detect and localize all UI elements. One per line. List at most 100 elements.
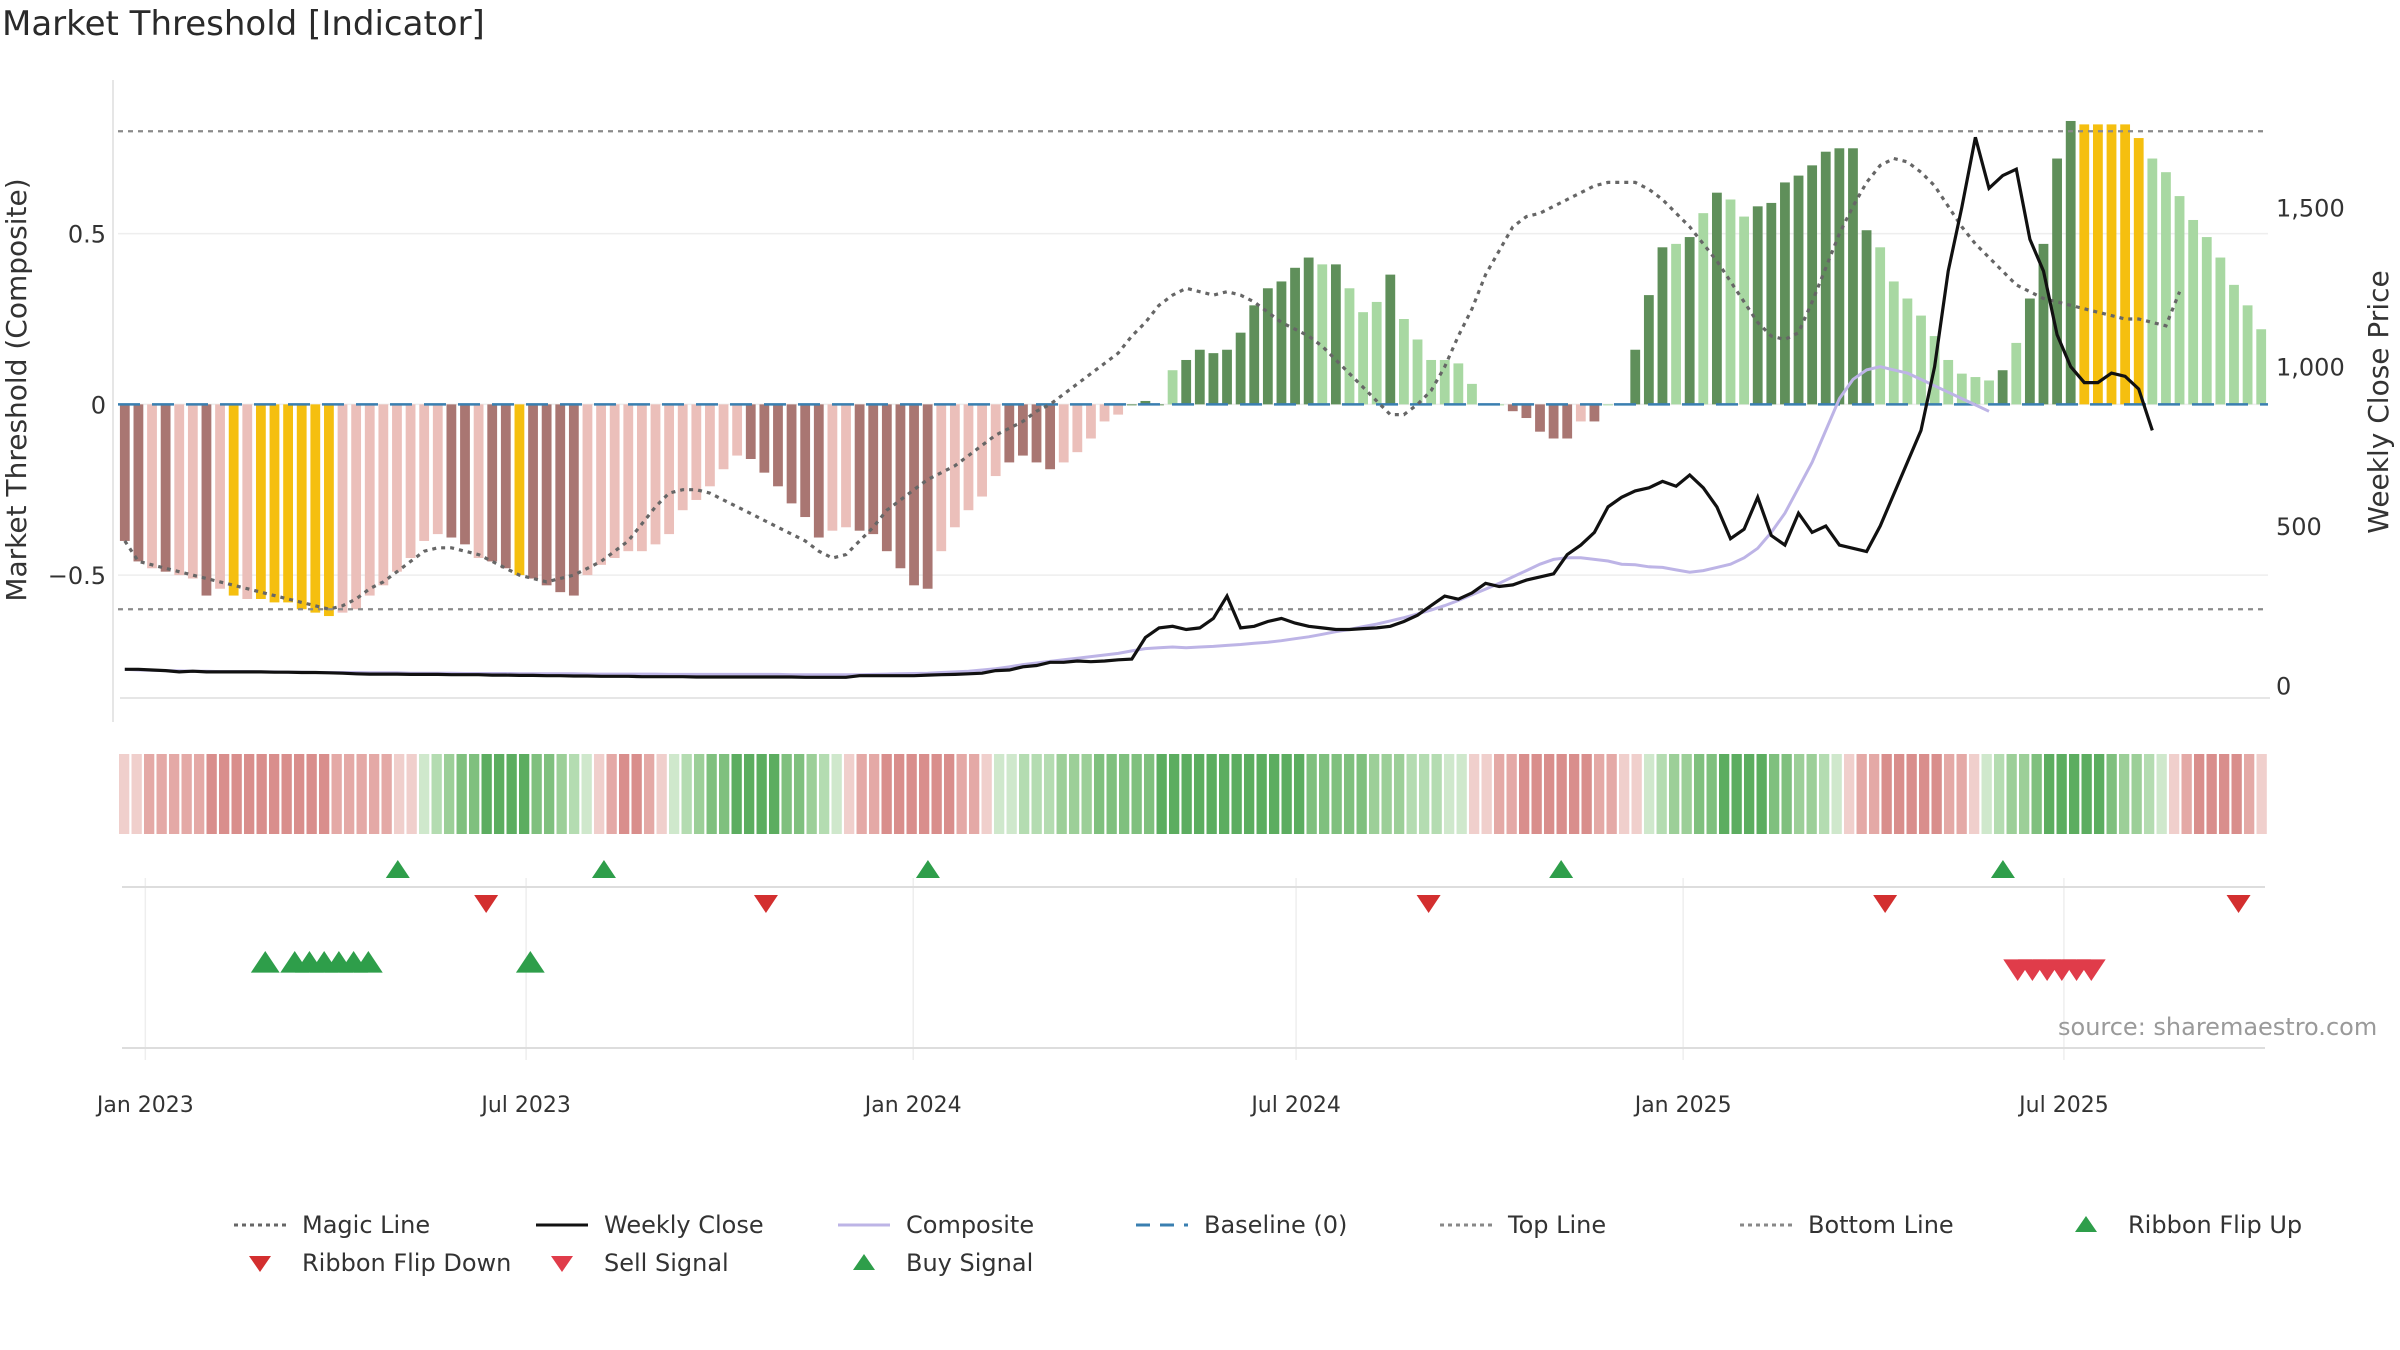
ribbon-cell — [144, 754, 155, 834]
ribbon-cell — [1294, 754, 1305, 834]
legend-item: Sell Signal — [534, 1248, 729, 1278]
ribbon-cell — [169, 754, 180, 834]
ribbon-cell — [1894, 754, 1905, 834]
composite-bar — [1766, 202, 1777, 405]
ribbon-cell — [2081, 754, 2092, 834]
composite-bar — [2147, 158, 2158, 405]
ribbon-cell — [1581, 754, 1592, 834]
ribbon-cell — [2181, 754, 2192, 834]
ribbon-cell — [244, 754, 255, 834]
ribbon-cell — [556, 754, 567, 834]
ribbon-cell — [669, 754, 680, 834]
ribbon-cell — [1344, 754, 1355, 834]
composite-bar — [1507, 404, 1518, 412]
legend-item: Top Line — [1438, 1210, 1606, 1240]
legend-label: Top Line — [1508, 1211, 1607, 1239]
composite-bar — [1222, 349, 1232, 405]
composite-bar — [1467, 383, 1477, 405]
ribbon-cell — [2231, 754, 2242, 834]
ribbon-cell — [1806, 754, 1817, 834]
ribbon-cell — [869, 754, 880, 834]
ribbon-cell — [2206, 754, 2217, 834]
legend-item: Ribbon Flip Up — [2058, 1210, 2302, 1240]
composite-bar — [269, 404, 280, 603]
composite-bar — [623, 404, 634, 552]
ribbon-cell — [1856, 754, 1867, 834]
composite-bar — [745, 404, 756, 459]
ribbon-cell — [1969, 754, 1980, 834]
composite-bar — [2052, 158, 2062, 405]
composite-bar — [242, 404, 253, 599]
composite-bar — [147, 404, 157, 569]
ribbon-cell — [1931, 754, 1942, 834]
ribbon-cell — [481, 754, 492, 834]
buy-signal-marker — [353, 951, 383, 973]
ribbon-cell — [2144, 754, 2155, 834]
composite-bar — [1072, 404, 1083, 453]
ribbon-cell — [1319, 754, 1330, 834]
ribbon-cell — [694, 754, 705, 834]
source-credit: source: sharemaestro.com — [2058, 1013, 2378, 1041]
ribbon-cell — [781, 754, 792, 834]
weekly-close-line — [124, 136, 2154, 679]
composite-bar — [1888, 281, 1899, 405]
ribbon-cell — [1156, 754, 1167, 834]
composite-bar — [759, 404, 770, 473]
ribbon-cell — [1956, 754, 1967, 834]
ribbon-cell — [756, 754, 767, 834]
ribbon-cell — [1681, 754, 1692, 834]
composite-bar — [2024, 298, 2035, 405]
ribbon-cell — [1431, 754, 1442, 834]
composite-bar — [1208, 353, 1219, 405]
composite-bar — [732, 404, 743, 456]
composite-bar — [1834, 148, 1845, 405]
composite-bar — [187, 404, 198, 579]
composite-bar — [528, 404, 538, 579]
composite-bar — [636, 404, 647, 552]
composite-bar — [310, 404, 321, 613]
ribbon-cell — [994, 754, 1005, 834]
composite-bar — [2174, 196, 2185, 405]
legend-symbol — [2075, 1216, 2097, 1232]
legend-label: Baseline (0) — [1204, 1211, 1348, 1239]
legend-symbol — [234, 1223, 286, 1227]
ribbon-flip-down-marker — [474, 895, 499, 913]
ribbon-cell — [1519, 754, 1530, 834]
legend-symbol — [1136, 1223, 1188, 1227]
ribbon-cell — [794, 754, 805, 834]
composite-bar — [337, 404, 348, 613]
ribbon-cell — [819, 754, 830, 834]
ribbon-cell — [731, 754, 742, 834]
composite-bar — [773, 404, 783, 487]
composite-bar — [677, 404, 688, 511]
legend-label: Weekly Close — [604, 1211, 764, 1239]
composite-bar — [854, 404, 865, 531]
ribbon-cell — [1919, 754, 1930, 834]
composite-bar — [2256, 329, 2267, 405]
legend-symbol — [838, 1223, 890, 1227]
ribbon-cell — [856, 754, 867, 834]
composite-bar — [2106, 124, 2117, 405]
ribbon-cell — [1056, 754, 1067, 834]
ribbon-cell — [1569, 754, 1580, 834]
ribbon-cell — [131, 754, 142, 834]
ribbon-cell — [1669, 754, 1680, 834]
x-tick-label: Jul 2025 — [2017, 1093, 2109, 1118]
composite-bar — [786, 404, 797, 504]
composite-bar — [555, 404, 566, 593]
composite-bar — [201, 404, 212, 596]
composite-bar — [868, 404, 879, 535]
y-axis-label: Market Threshold (Composite) — [0, 178, 33, 601]
composite-bar — [392, 404, 402, 572]
composite-bar — [215, 404, 225, 589]
buy-signal-marker — [515, 951, 545, 973]
composite-bar — [977, 404, 987, 497]
ribbon-cell — [1719, 754, 1730, 834]
composite-bar — [691, 404, 702, 500]
composite-bar — [133, 404, 144, 562]
ribbon-cell — [281, 754, 292, 834]
y-right-tick-label: 1,500 — [2276, 194, 2345, 222]
ribbon-cell — [1706, 754, 1717, 834]
composite-bar — [1031, 404, 1042, 463]
composite-bar — [1426, 359, 1437, 405]
